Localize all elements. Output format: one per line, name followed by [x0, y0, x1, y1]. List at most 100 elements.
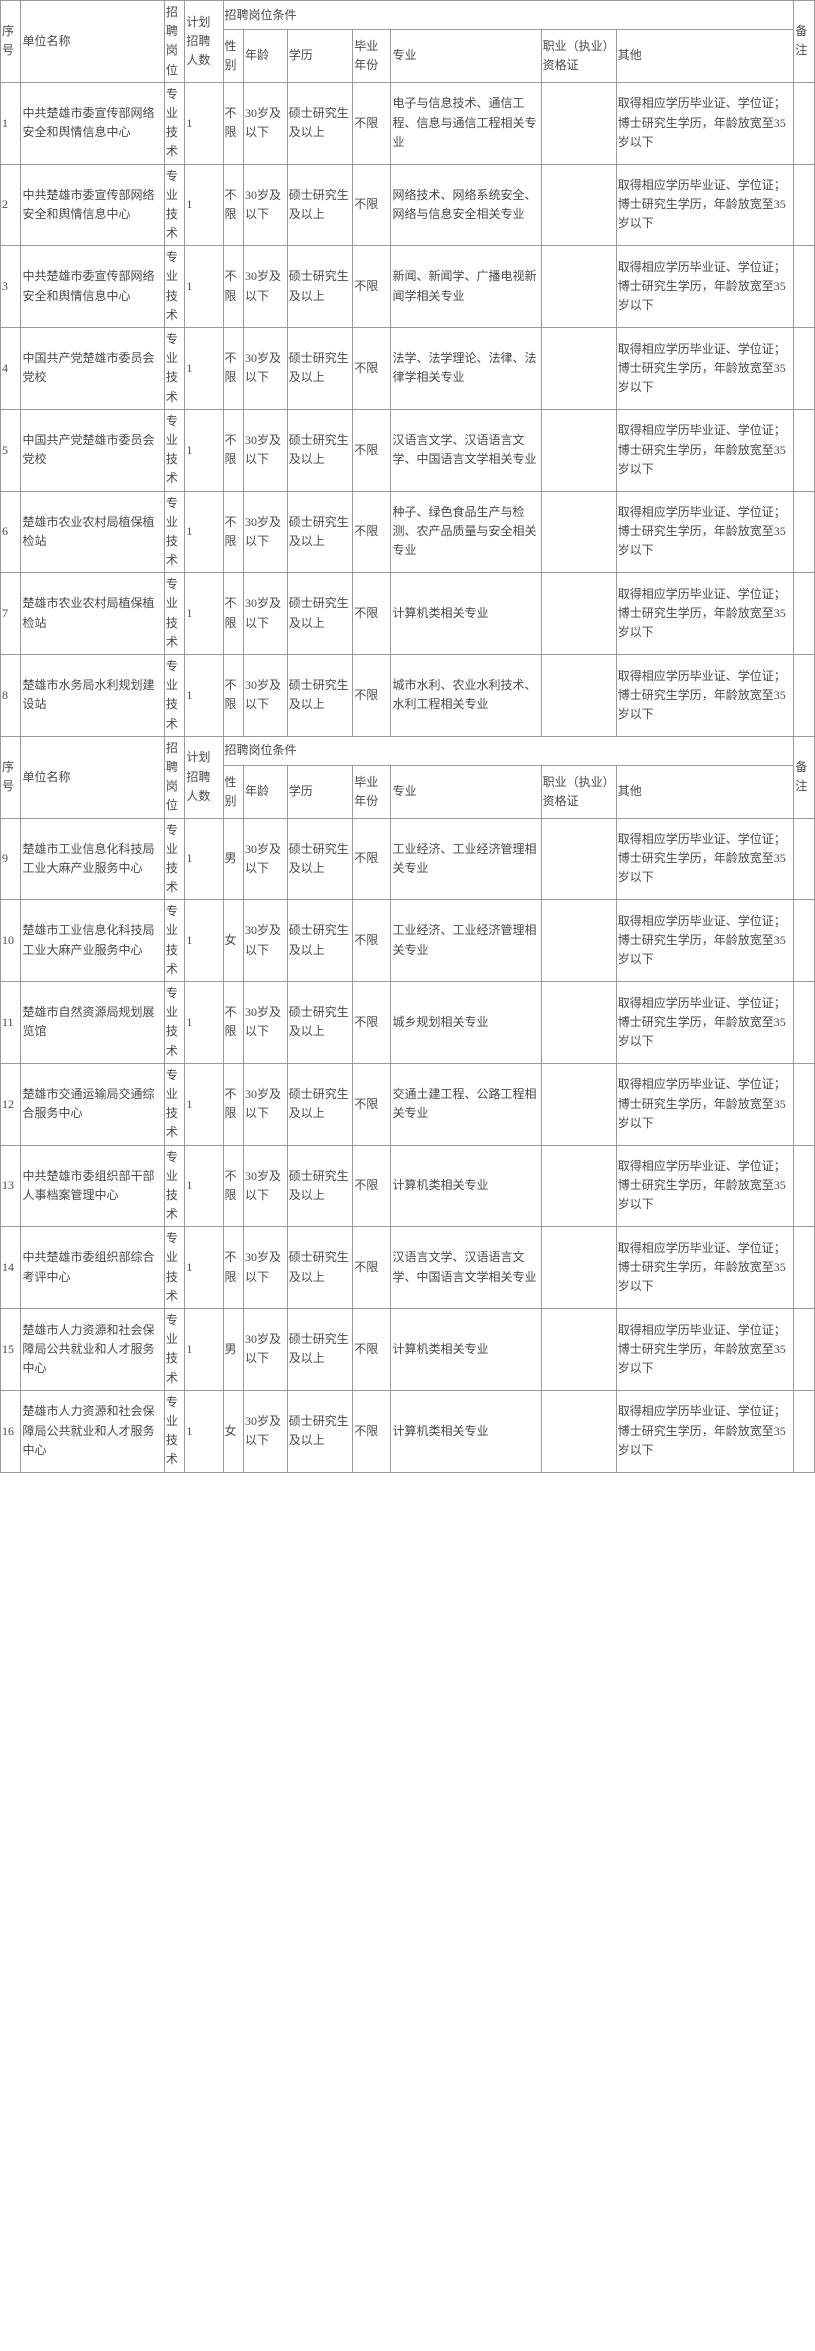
cell-post: 专业技术: [164, 573, 184, 655]
cell-sex: 不限: [223, 573, 243, 655]
cell-year: 不限: [353, 1063, 391, 1145]
cell-major: 计算机类相关专业: [391, 1390, 541, 1472]
cell-seq: 5: [1, 409, 21, 491]
cell-age: 30岁及以下: [244, 246, 288, 328]
cell-other: 取得相应学历毕业证、学位证；博士研究生学历，年龄放宽至35岁以下: [616, 328, 794, 410]
cell-cert: [541, 82, 616, 164]
header-post: 招聘岗位: [164, 1, 184, 83]
cell-sex: 不限: [223, 1063, 243, 1145]
cell-seq: 9: [1, 818, 21, 900]
cell-num: 1: [185, 409, 223, 491]
cell-other: 取得相应学历毕业证、学位证；博士研究生学历，年龄放宽至35岁以下: [616, 164, 794, 246]
cell-edu: 硕士研究生及以上: [287, 573, 353, 655]
cell-age: 30岁及以下: [244, 82, 288, 164]
cell-sex: 不限: [223, 655, 243, 737]
cell-remark: [794, 1063, 815, 1145]
cell-cert: [541, 164, 616, 246]
cell-year: 不限: [353, 491, 391, 573]
cell-num: 1: [185, 82, 223, 164]
cell-sex: 男: [223, 1309, 243, 1391]
header-num: 计划招聘人数: [185, 736, 223, 818]
cell-edu: 硕士研究生及以上: [287, 1145, 353, 1227]
cell-num: 1: [185, 573, 223, 655]
cell-year: 不限: [353, 1390, 391, 1472]
cell-age: 30岁及以下: [244, 409, 288, 491]
cell-edu: 硕士研究生及以上: [287, 82, 353, 164]
cell-age: 30岁及以下: [244, 900, 288, 982]
header-seq: 序号: [1, 1, 21, 83]
cell-major: 计算机类相关专业: [391, 1309, 541, 1391]
cell-post: 专业技术: [164, 982, 184, 1064]
cell-age: 30岁及以下: [244, 573, 288, 655]
cell-year: 不限: [353, 246, 391, 328]
cell-seq: 16: [1, 1390, 21, 1472]
table-row: 4中国共产党楚雄市委员会党校专业技术1不限30岁及以下硕士研究生及以上不限法学、…: [1, 328, 815, 410]
cell-num: 1: [185, 1063, 223, 1145]
table-row: 5中国共产党楚雄市委员会党校专业技术1不限30岁及以下硕士研究生及以上不限汉语言…: [1, 409, 815, 491]
header-conditions: 招聘岗位条件: [223, 1, 794, 30]
cell-age: 30岁及以下: [244, 491, 288, 573]
cell-major: 计算机类相关专业: [391, 573, 541, 655]
cell-major: 电子与信息技术、通信工程、信息与通信工程相关专业: [391, 82, 541, 164]
cell-age: 30岁及以下: [244, 328, 288, 410]
cell-sex: 女: [223, 1390, 243, 1472]
cell-num: 1: [185, 1145, 223, 1227]
cell-major: 网络技术、网络系统安全、网络与信息安全相关专业: [391, 164, 541, 246]
cell-sex: 不限: [223, 246, 243, 328]
cell-unit: 楚雄市人力资源和社会保障局公共就业和人才服务中心: [21, 1309, 164, 1391]
cell-unit: 中国共产党楚雄市委员会党校: [21, 328, 164, 410]
cell-year: 不限: [353, 982, 391, 1064]
cell-post: 专业技术: [164, 246, 184, 328]
cell-unit: 楚雄市工业信息化科技局工业大麻产业服务中心: [21, 818, 164, 900]
header-sex: 性别: [223, 766, 243, 818]
cell-other: 取得相应学历毕业证、学位证；博士研究生学历，年龄放宽至35岁以下: [616, 982, 794, 1064]
cell-num: 1: [185, 655, 223, 737]
cell-cert: [541, 818, 616, 900]
table-row: 7楚雄市农业农村局植保植检站专业技术1不限30岁及以下硕士研究生及以上不限计算机…: [1, 573, 815, 655]
cell-cert: [541, 409, 616, 491]
cell-unit: 楚雄市水务局水利规划建设站: [21, 655, 164, 737]
cell-edu: 硕士研究生及以上: [287, 900, 353, 982]
cell-cert: [541, 1227, 616, 1309]
cell-remark: [794, 900, 815, 982]
table-row: 15楚雄市人力资源和社会保障局公共就业和人才服务中心专业技术1男30岁及以下硕士…: [1, 1309, 815, 1391]
header-year: 毕业年份: [353, 766, 391, 818]
cell-major: 交通土建工程、公路工程相关专业: [391, 1063, 541, 1145]
cell-num: 1: [185, 1309, 223, 1391]
cell-unit: 中国共产党楚雄市委员会党校: [21, 409, 164, 491]
cell-year: 不限: [353, 1145, 391, 1227]
cell-sex: 不限: [223, 1145, 243, 1227]
cell-post: 专业技术: [164, 328, 184, 410]
header-remark: 备注: [794, 736, 815, 818]
table-row: 13中共楚雄市委组织部干部人事档案管理中心专业技术1不限30岁及以下硕士研究生及…: [1, 1145, 815, 1227]
cell-post: 专业技术: [164, 900, 184, 982]
cell-age: 30岁及以下: [244, 655, 288, 737]
cell-edu: 硕士研究生及以上: [287, 1227, 353, 1309]
cell-post: 专业技术: [164, 82, 184, 164]
header-unit: 单位名称: [21, 736, 164, 818]
cell-major: 新闻、新闻学、广播电视新闻学相关专业: [391, 246, 541, 328]
cell-sex: 不限: [223, 982, 243, 1064]
header-seq: 序号: [1, 736, 21, 818]
cell-other: 取得相应学历毕业证、学位证；博士研究生学历，年龄放宽至35岁以下: [616, 1227, 794, 1309]
cell-cert: [541, 246, 616, 328]
cell-seq: 3: [1, 246, 21, 328]
cell-sex: 男: [223, 818, 243, 900]
cell-remark: [794, 1309, 815, 1391]
cell-post: 专业技术: [164, 1227, 184, 1309]
cell-remark: [794, 409, 815, 491]
cell-remark: [794, 982, 815, 1064]
cell-remark: [794, 328, 815, 410]
cell-other: 取得相应学历毕业证、学位证；博士研究生学历，年龄放宽至35岁以下: [616, 246, 794, 328]
cell-seq: 7: [1, 573, 21, 655]
cell-edu: 硕士研究生及以上: [287, 818, 353, 900]
cell-cert: [541, 1309, 616, 1391]
cell-post: 专业技术: [164, 1145, 184, 1227]
cell-remark: [794, 246, 815, 328]
cell-cert: [541, 900, 616, 982]
cell-unit: 楚雄市人力资源和社会保障局公共就业和人才服务中心: [21, 1390, 164, 1472]
cell-cert: [541, 1063, 616, 1145]
table-row: 12楚雄市交通运输局交通综合服务中心专业技术1不限30岁及以下硕士研究生及以上不…: [1, 1063, 815, 1145]
cell-seq: 1: [1, 82, 21, 164]
cell-cert: [541, 328, 616, 410]
